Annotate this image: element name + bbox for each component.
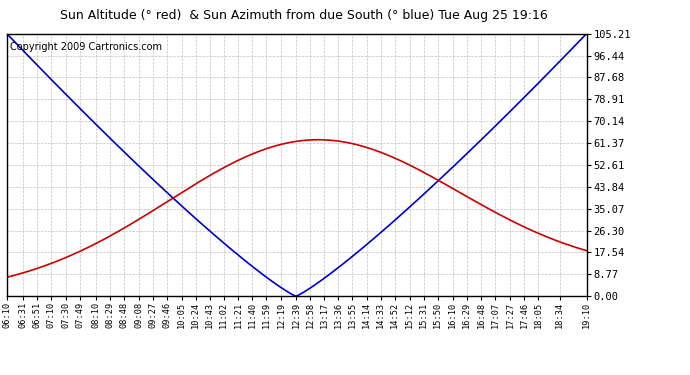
- Text: Sun Altitude (° red)  & Sun Azimuth from due South (° blue) Tue Aug 25 19:16: Sun Altitude (° red) & Sun Azimuth from …: [60, 9, 547, 22]
- Text: Copyright 2009 Cartronics.com: Copyright 2009 Cartronics.com: [10, 42, 161, 52]
